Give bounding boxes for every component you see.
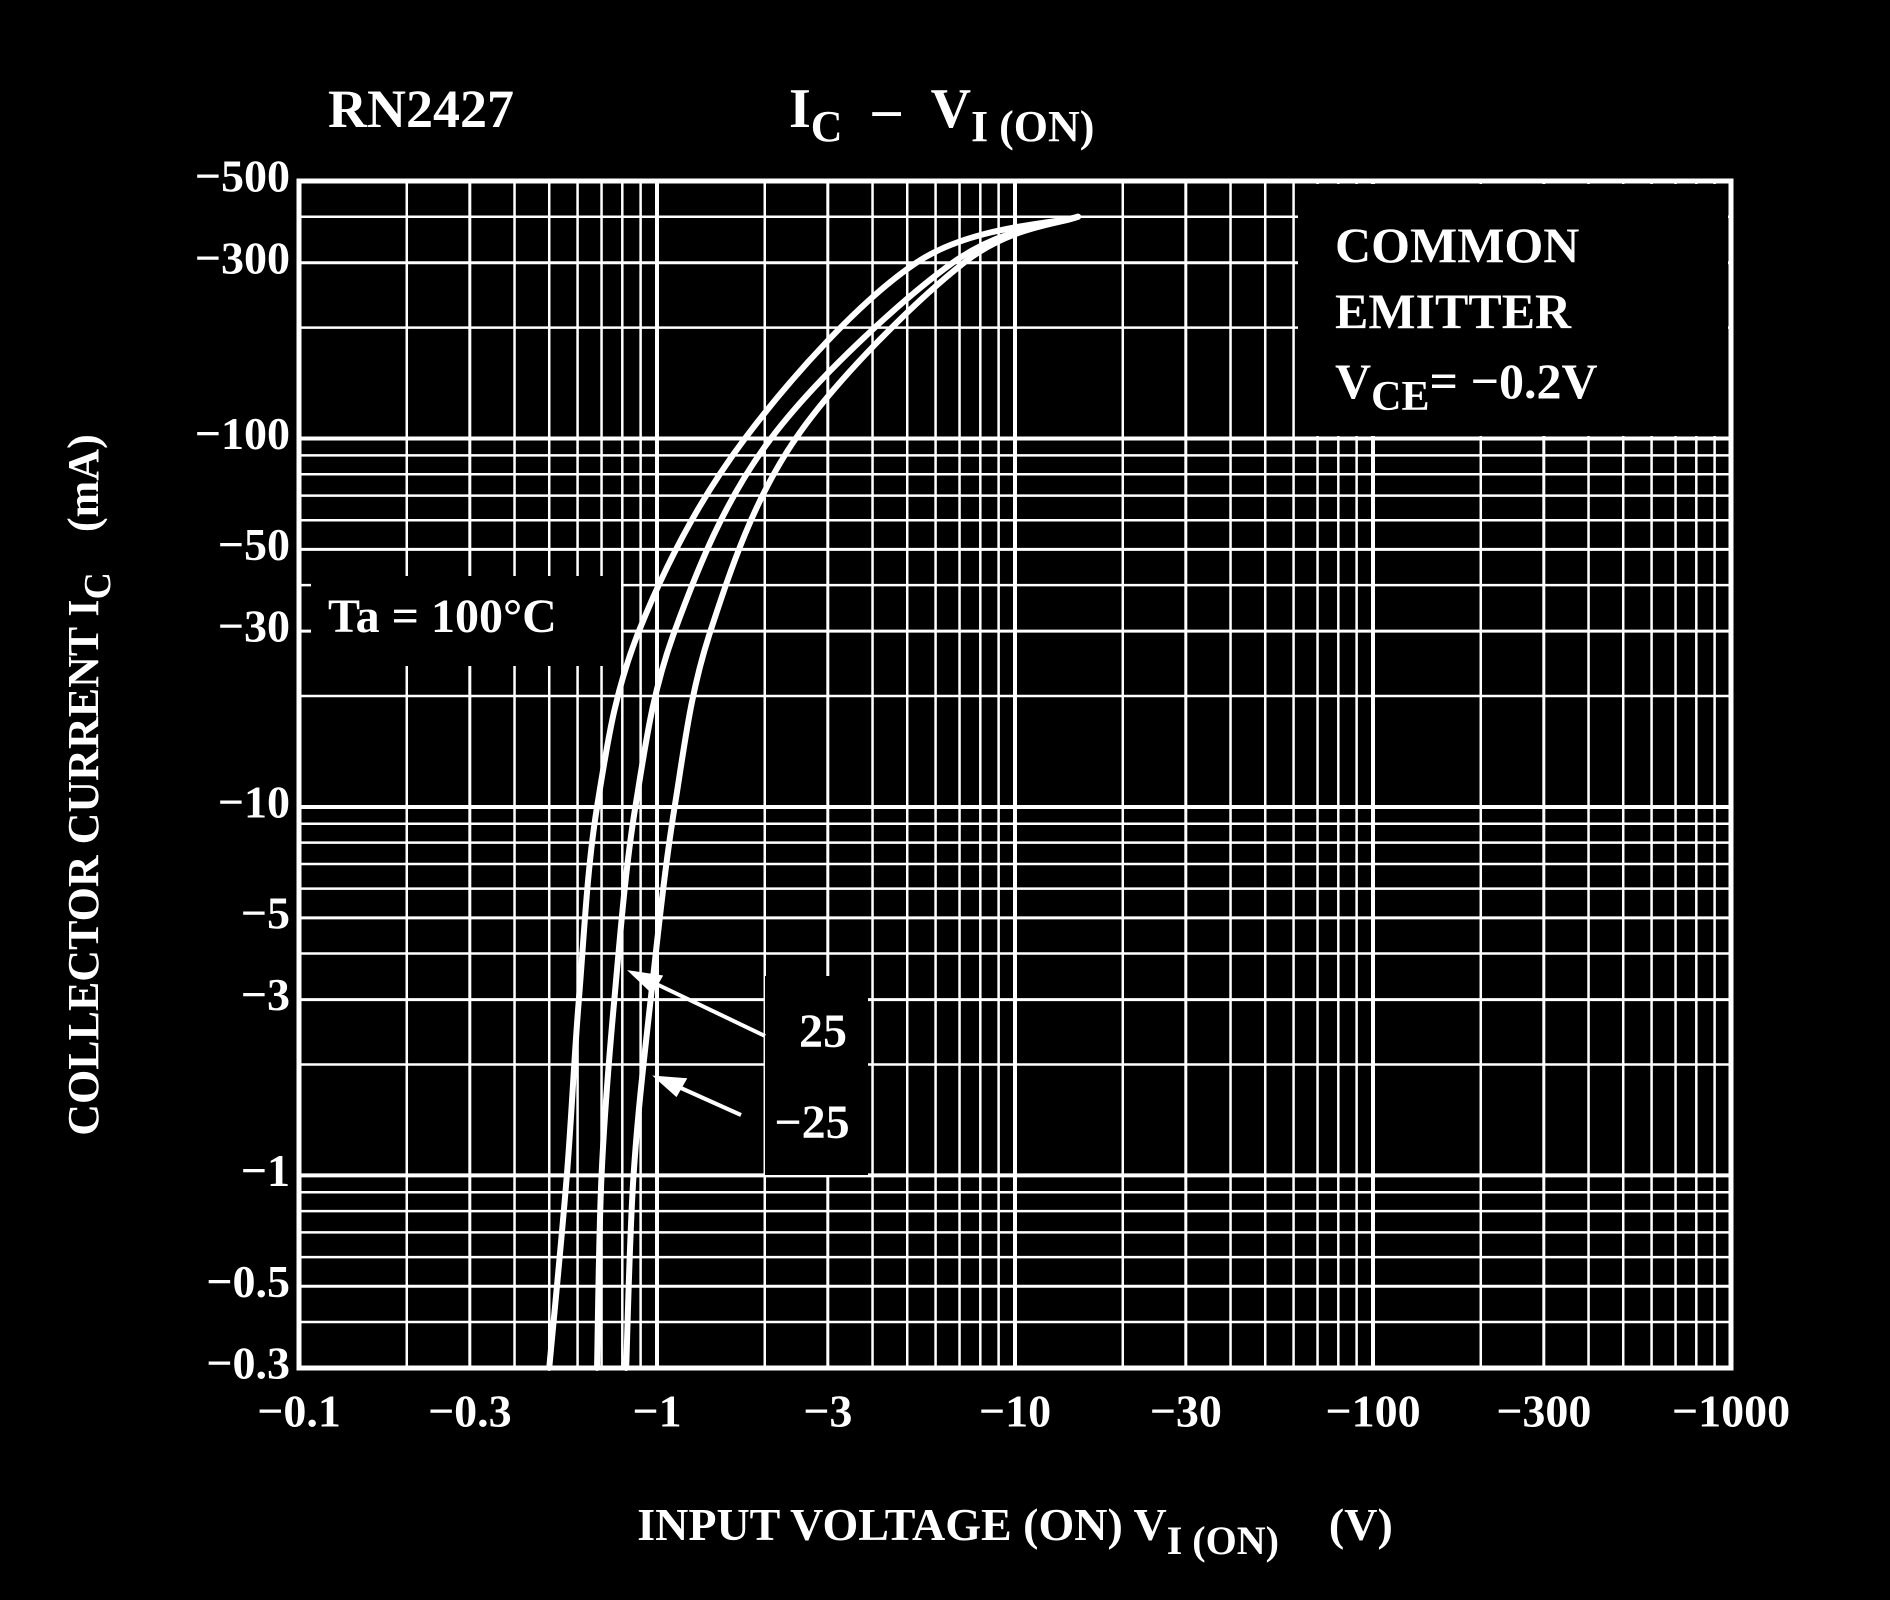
y-tick-label: −300 [195, 232, 290, 283]
x-axis-label-text: INPUT VOLTAGE (ON) V [637, 1499, 1166, 1550]
y-tick-label: −3 [241, 969, 290, 1020]
y-tick-label: −500 [195, 151, 290, 202]
annotation-line: EMITTER [1335, 283, 1572, 339]
y-tick-label: −10 [218, 777, 290, 828]
series-line [594, 213, 1082, 1371]
x-tick-label: −100 [1325, 1386, 1420, 1437]
pointer-head [627, 970, 664, 995]
annotation-sub: CE [1371, 374, 1429, 420]
x-tick-label: −1000 [1672, 1386, 1790, 1437]
x-tick-label: −300 [1496, 1386, 1591, 1437]
plot-title-part: – [872, 78, 902, 140]
x-tick-label: −0.1 [257, 1386, 341, 1437]
x-tick-label: −1 [632, 1386, 681, 1437]
y-axis-label-sub: C [77, 572, 119, 599]
y-tick-label: −1 [241, 1145, 290, 1196]
series-label: 25 [799, 1005, 847, 1058]
annotation-box [1298, 184, 1728, 436]
series-label: −25 [774, 1096, 849, 1149]
y-axis-label-unit: (mA) [59, 434, 108, 532]
x-axis-label-sub: I (ON) [1167, 1518, 1279, 1563]
annotation-main: V [1335, 353, 1371, 409]
series-label-box [765, 976, 868, 1175]
annotation-line: VCE= −0.2V [1335, 353, 1598, 420]
y-tick-label: −30 [218, 601, 290, 652]
pointer-line [647, 978, 766, 1038]
curves [546, 213, 1082, 1371]
plot-title-sub: C [811, 102, 843, 151]
series-label-box [311, 576, 621, 666]
y-tick-label: −5 [241, 887, 290, 938]
plot-title-part: V [931, 78, 971, 140]
x-tick-label: −0.3 [428, 1386, 512, 1437]
annotation-line: COMMON [1335, 217, 1579, 273]
x-tick-label: −30 [1150, 1386, 1222, 1437]
pointer-head [652, 1075, 688, 1098]
annotation-rest: = −0.2V [1429, 353, 1597, 409]
plot-frame [296, 178, 1734, 1371]
series-line [546, 213, 1082, 1371]
chart-title: RN2427 [328, 79, 514, 139]
y-tick-label: −0.5 [206, 1256, 290, 1307]
y-tick-label: −0.3 [206, 1338, 290, 1389]
x-tick-label: −3 [803, 1386, 852, 1437]
plot-title-sub: I (ON) [971, 102, 1094, 151]
plot-title: IC – VI (ON) [789, 78, 1094, 151]
plot-title-part: I [789, 78, 811, 140]
y-axis-label-text: COLLECTOR CURRENT I [59, 599, 108, 1135]
series-line [623, 213, 1082, 1371]
x-axis-label-unit: (V) [1329, 1499, 1393, 1550]
y-tick-label: −100 [195, 408, 290, 459]
pointer-line [671, 1082, 742, 1117]
y-tick-label: −50 [218, 519, 290, 570]
x-axis-label: INPUT VOLTAGE (ON) VI (ON) (V) [637, 1499, 1393, 1563]
x-tick-label: −10 [979, 1386, 1051, 1437]
series-label: Ta = 100°C [328, 590, 557, 643]
y-axis-label: COLLECTOR CURRENT IC (mA) [59, 434, 119, 1135]
pointers [627, 970, 766, 1117]
